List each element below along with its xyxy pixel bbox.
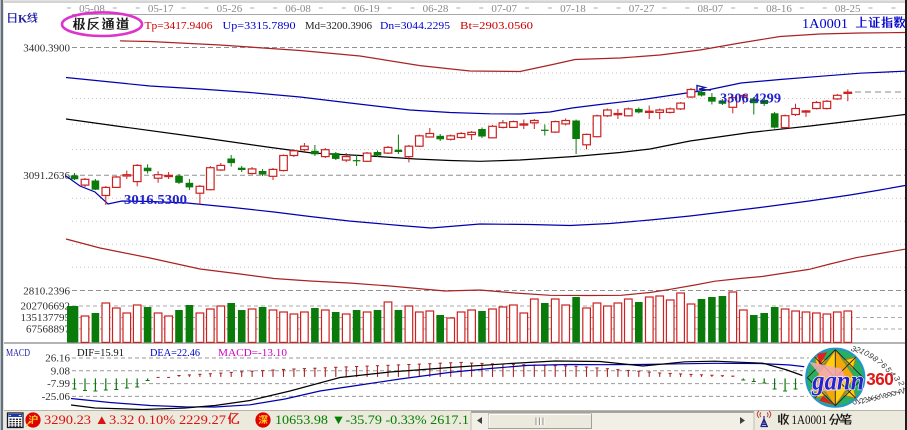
svg-text:3: 3: [849, 344, 858, 354]
svg-text:3400.3900: 3400.3900: [23, 43, 70, 55]
svg-text:3: 3: [892, 375, 902, 382]
svg-text:08-07: 08-07: [697, 3, 723, 15]
svg-text:9: 9: [885, 390, 895, 398]
svg-text:DEA=22.46: DEA=22.46: [150, 347, 200, 359]
svg-text:07-18: 07-18: [560, 3, 586, 15]
svg-text:-25.06: -25.06: [42, 391, 71, 403]
svg-text:26.16: 26.16: [45, 353, 70, 365]
svg-text:4: 4: [865, 394, 875, 404]
svg-text:Md=3200.3906: Md=3200.3906: [305, 20, 372, 32]
svg-text:08-25: 08-25: [835, 3, 861, 15]
svg-text:1: 1: [854, 396, 864, 406]
svg-text:06-28: 06-28: [423, 3, 449, 15]
svg-text:3016.5300: 3016.5300: [124, 192, 187, 207]
svg-text:1: 1: [901, 386, 907, 392]
svg-text:67568897: 67568897: [26, 324, 71, 336]
svg-text:3290.23 ▲3.32 0.10% 2229.27: 3290.23 ▲3.32 0.10% 2229.27: [44, 412, 227, 427]
svg-text:6: 6: [879, 362, 889, 371]
svg-text:8: 8: [881, 391, 891, 400]
svg-text:2: 2: [897, 388, 907, 395]
svg-text:06-19: 06-19: [354, 3, 380, 15]
svg-text:05-17: 05-17: [148, 3, 174, 15]
svg-text:5: 5: [883, 366, 893, 374]
svg-text:9: 9: [866, 352, 876, 361]
svg-text:DIF=15.91: DIF=15.91: [77, 347, 124, 359]
svg-text:1A0001: 1A0001: [802, 17, 848, 32]
svg-text:7: 7: [875, 358, 885, 367]
svg-text:7: 7: [877, 392, 887, 401]
svg-text:3: 3: [861, 395, 871, 405]
svg-text:MACD: MACD: [6, 348, 30, 359]
svg-text:Bt=2903.0560: Bt=2903.0560: [460, 20, 534, 32]
svg-text:6: 6: [873, 393, 883, 402]
svg-text:07-27: 07-27: [629, 3, 655, 15]
svg-text:06-08: 06-08: [285, 3, 311, 15]
svg-text:05-26: 05-26: [217, 3, 243, 15]
svg-text:5: 5: [869, 393, 879, 402]
svg-text:2810.2396: 2810.2396: [23, 286, 70, 298]
svg-text:1A0001: 1A0001: [792, 412, 828, 427]
svg-text:07-07: 07-07: [491, 3, 517, 15]
svg-text:gann: gann: [811, 366, 864, 396]
svg-text:Dn=3044.2295: Dn=3044.2295: [380, 20, 451, 32]
svg-text:Tp=3417.9406: Tp=3417.9406: [145, 20, 214, 32]
svg-text:0: 0: [850, 397, 859, 407]
svg-text:2: 2: [858, 396, 868, 406]
svg-text:-7.99: -7.99: [47, 378, 70, 390]
svg-text:MACD=-13.10: MACD=-13.10: [218, 347, 288, 359]
svg-text:4: 4: [888, 371, 898, 379]
svg-text:1: 1: [893, 388, 903, 396]
svg-text:3306.4299: 3306.4299: [720, 91, 781, 106]
svg-text:Up=3315.7890: Up=3315.7890: [223, 20, 297, 32]
svg-text:3091.2636: 3091.2636: [23, 170, 70, 182]
svg-text:2: 2: [853, 345, 863, 355]
svg-text:08-16: 08-16: [766, 3, 792, 15]
svg-text:8: 8: [870, 355, 880, 364]
svg-text:202706692: 202706692: [21, 301, 71, 313]
svg-text:1: 1: [858, 347, 868, 357]
svg-text:9.08: 9.08: [51, 365, 71, 377]
svg-text:K: K: [18, 12, 28, 26]
svg-text:0: 0: [889, 389, 899, 397]
svg-text:360: 360: [866, 369, 894, 389]
svg-text:135137795: 135137795: [21, 312, 71, 324]
svg-text:0: 0: [862, 349, 872, 359]
svg-text:10653.98 ▼-35.79 -0.33% 2617.1: 10653.98 ▼-35.79 -0.33% 2617.1: [275, 412, 469, 427]
svg-text:2: 2: [896, 380, 906, 387]
